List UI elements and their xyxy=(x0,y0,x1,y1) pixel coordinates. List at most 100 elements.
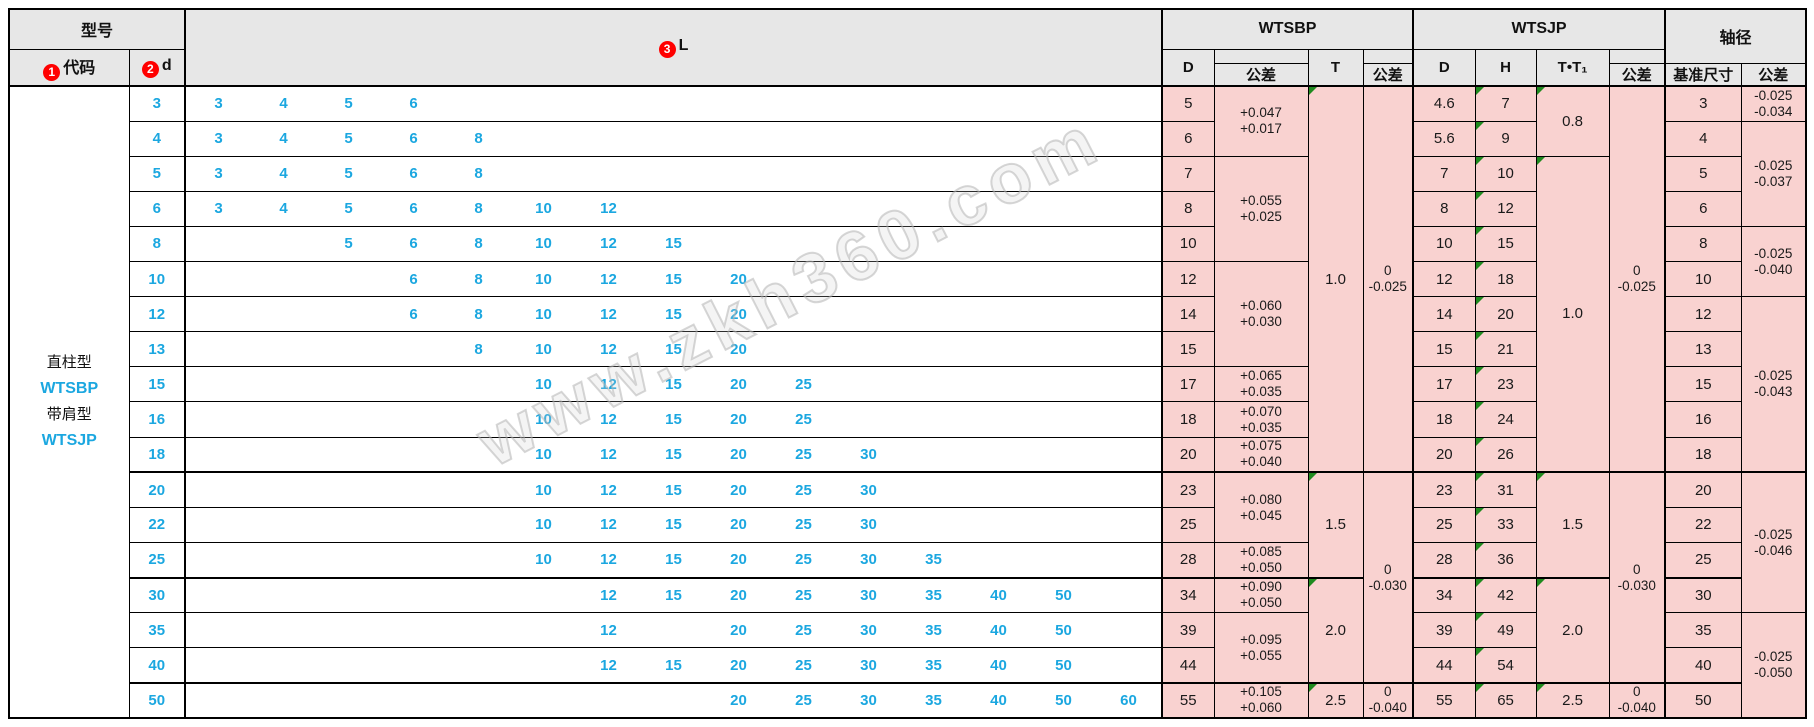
l-value: 5 xyxy=(344,200,353,218)
l-empty-slot xyxy=(1031,95,1096,112)
wtsjp-d-cell: 25 xyxy=(1412,506,1476,543)
l-empty-slot xyxy=(641,200,706,217)
tolerance-line: +0.105 xyxy=(1240,684,1282,700)
tolerance-line: +0.045 xyxy=(1240,507,1282,523)
l-empty-slot xyxy=(1096,271,1161,288)
l-value: 6 xyxy=(409,200,418,218)
l-empty-slot xyxy=(901,482,966,499)
l-empty-slot xyxy=(1096,376,1161,393)
l-empty-slot xyxy=(901,411,966,428)
l-value: 3 xyxy=(214,200,223,218)
l-value: 25 xyxy=(795,481,812,499)
l-empty-slot xyxy=(1096,235,1161,252)
l-value: 30 xyxy=(860,516,877,534)
l-value: 25 xyxy=(795,691,812,709)
wtsjp-d-cell: 20 xyxy=(1412,436,1476,473)
l-value: 12 xyxy=(600,200,617,218)
l-empty-slot xyxy=(446,692,511,709)
wtsbp-t-cell: 1.0 xyxy=(1307,84,1364,473)
comment-marker xyxy=(1476,297,1484,306)
header-spacer xyxy=(1213,48,1309,64)
wtsbp-tol-cell: +0.080 +0.045 xyxy=(1213,471,1309,543)
l-empty-slot xyxy=(187,622,251,639)
table-row: 15 10 12 15 20 25 17 +0.065 +0.035 17 23 15 xyxy=(9,366,1806,403)
l-value: 5 xyxy=(344,235,353,253)
comment-marker xyxy=(1537,157,1545,165)
l-empty-slot xyxy=(966,411,1031,428)
wtsjp-d-cell: 23 xyxy=(1412,471,1476,508)
l-value: 50 xyxy=(1055,621,1072,639)
l-empty-slot xyxy=(836,165,901,182)
wtsjp-tol-cell: 0 -0.025 xyxy=(1608,84,1666,473)
tolerance-line: +0.050 xyxy=(1240,595,1282,611)
l-empty-slot xyxy=(901,271,966,288)
comment-marker xyxy=(1309,88,1317,95)
table-row: 18 10 12 15 20 25 30 20 +0.075 +0.040 20 26 18 xyxy=(9,436,1806,473)
l-value: 12 xyxy=(600,375,617,393)
l-empty-slot xyxy=(316,482,381,499)
l-value: 10 xyxy=(535,411,552,429)
wtsjp-d-cell: 28 xyxy=(1412,541,1476,579)
wtsbp-d-cell: 25 xyxy=(1161,506,1215,543)
l-empty-slot xyxy=(836,376,901,393)
tolerance-line: -0.040 xyxy=(1368,700,1407,716)
wtsjp-h-cell: 12 xyxy=(1474,190,1537,227)
l-empty-slot xyxy=(187,657,251,674)
l-value: 8 xyxy=(474,165,483,183)
l-empty-slot xyxy=(381,482,446,499)
tolerance-line: +0.030 xyxy=(1240,314,1282,330)
l-value: 20 xyxy=(730,586,747,604)
l-empty-slot xyxy=(187,587,251,604)
l-value: 4 xyxy=(279,165,288,183)
l-value: 15 xyxy=(665,270,682,288)
l-value: 35 xyxy=(925,551,942,569)
l-empty-slot xyxy=(187,376,251,393)
l-value: 20 xyxy=(730,621,747,639)
header-wtsjp: WTSJP xyxy=(1412,8,1666,50)
l-empty-slot xyxy=(251,622,316,639)
shaft-size-cell: 35 xyxy=(1664,612,1742,649)
l-value: 35 xyxy=(925,586,942,604)
l-value: 8 xyxy=(474,235,483,253)
l-empty-slot xyxy=(901,341,966,358)
wtsjp-d-cell: 10 xyxy=(1412,225,1476,263)
comment-marker xyxy=(1537,88,1545,95)
l-cell: 10 12 15 20 25 30 xyxy=(184,506,1163,543)
wtsbp-d-cell: 15 xyxy=(1161,331,1215,368)
d-cell: 18 xyxy=(128,436,186,473)
l-values: 8 10 12 15 20 xyxy=(187,341,1161,358)
l-empty-slot xyxy=(187,516,251,533)
comment-marker xyxy=(1476,543,1484,551)
tolerance-line: +0.060 xyxy=(1240,298,1282,314)
l-cell: 6 8 10 12 15 20 xyxy=(184,296,1163,333)
wtsjp-d-cell: 8 xyxy=(1412,190,1476,227)
comment-marker xyxy=(1476,402,1484,411)
table-row: 10 6 8 10 12 15 20 12 +0.060 +0.030 12 18 10 xyxy=(9,261,1806,368)
wtsbp-d-cell: 55 xyxy=(1161,681,1215,719)
l-empty-slot xyxy=(1096,165,1161,182)
l-empty-slot xyxy=(316,306,381,323)
tolerance-line: +0.040 xyxy=(1240,454,1282,470)
comment-marker xyxy=(1476,684,1484,692)
tolerance-line: -0.046 xyxy=(1754,542,1793,558)
l-empty-slot xyxy=(446,482,511,499)
l-cell: 5 6 8 10 12 15 xyxy=(184,225,1163,263)
l-empty-slot xyxy=(316,271,381,288)
l-value: 8 xyxy=(474,200,483,218)
l-empty-slot xyxy=(1096,516,1161,533)
d-cell: 4 xyxy=(128,120,186,157)
wtsbp-tol-cell: +0.065 +0.035 xyxy=(1213,366,1309,403)
wtsjp-h-cell: 31 xyxy=(1474,471,1537,508)
wtsbp-d-cell: 7 xyxy=(1161,155,1215,192)
l-empty-slot xyxy=(511,657,576,674)
comment-marker xyxy=(1537,684,1545,692)
l-value: 8 xyxy=(474,270,483,288)
l-empty-slot xyxy=(1031,516,1096,533)
header-code: 1 代码 xyxy=(8,48,130,87)
l-value: 30 xyxy=(860,481,877,499)
tolerance-line: +0.090 xyxy=(1240,579,1282,595)
d-cell: 3 xyxy=(128,84,186,122)
l-empty-slot xyxy=(187,692,251,709)
wtsbp-d-cell: 17 xyxy=(1161,366,1215,403)
l-empty-slot xyxy=(511,130,576,147)
